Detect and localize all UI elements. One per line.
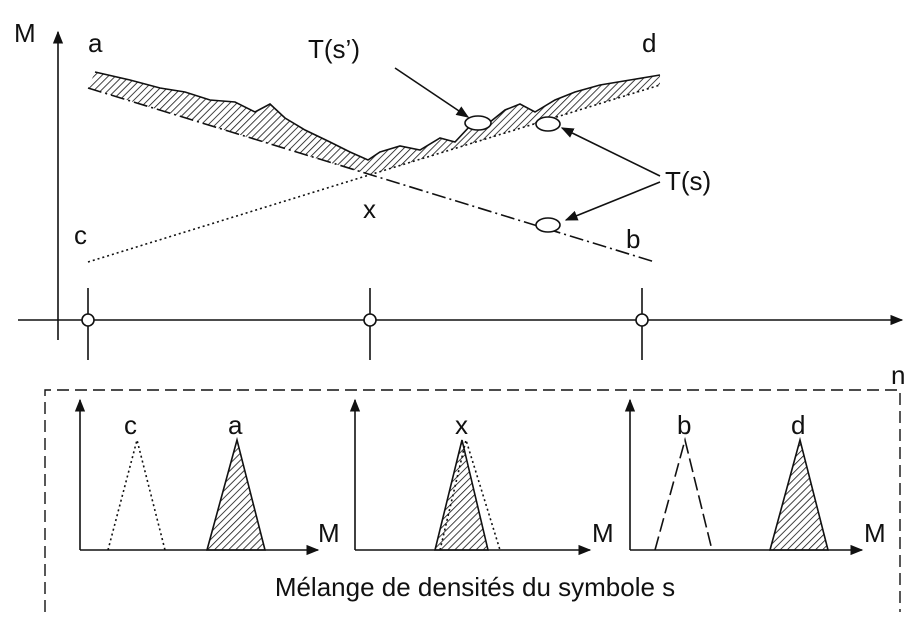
density-a	[433, 439, 490, 551]
label-a: a	[88, 28, 103, 58]
arrow	[394, 67, 470, 118]
vertical-axis-label: M	[14, 18, 36, 48]
label-c: c	[74, 220, 87, 250]
ellipse	[535, 217, 561, 233]
peak-label: x	[455, 410, 468, 440]
annotation-ts: T(s)	[665, 166, 711, 196]
noisy-curve	[94, 71, 661, 161]
ellipse	[535, 116, 561, 132]
panel-axis-label: M	[864, 518, 886, 548]
n-markers	[81, 288, 649, 360]
arrow	[560, 127, 661, 177]
arrow	[564, 181, 661, 221]
label-b: b	[626, 224, 640, 254]
density-d	[768, 436, 830, 551]
density-a	[205, 436, 267, 551]
ellipse	[464, 115, 492, 131]
density-c	[107, 436, 166, 551]
label-x: x	[363, 194, 376, 224]
dashed-box	[44, 389, 901, 612]
peak-label: c	[124, 410, 137, 440]
caption: Mélange de densités du symbole s	[275, 572, 675, 602]
panel-axis-label: M	[592, 518, 614, 548]
annotation-ts-prime: T(s’)	[308, 34, 360, 64]
peak-label: a	[228, 410, 243, 440]
hatched-region	[88, 72, 660, 175]
label-d: d	[642, 28, 656, 58]
horizontal-axis-label: n	[891, 360, 905, 390]
peak-label: b	[677, 410, 691, 440]
density-b	[654, 436, 713, 551]
panel-axis-label: M	[318, 518, 340, 548]
peak-label: d	[791, 410, 805, 440]
